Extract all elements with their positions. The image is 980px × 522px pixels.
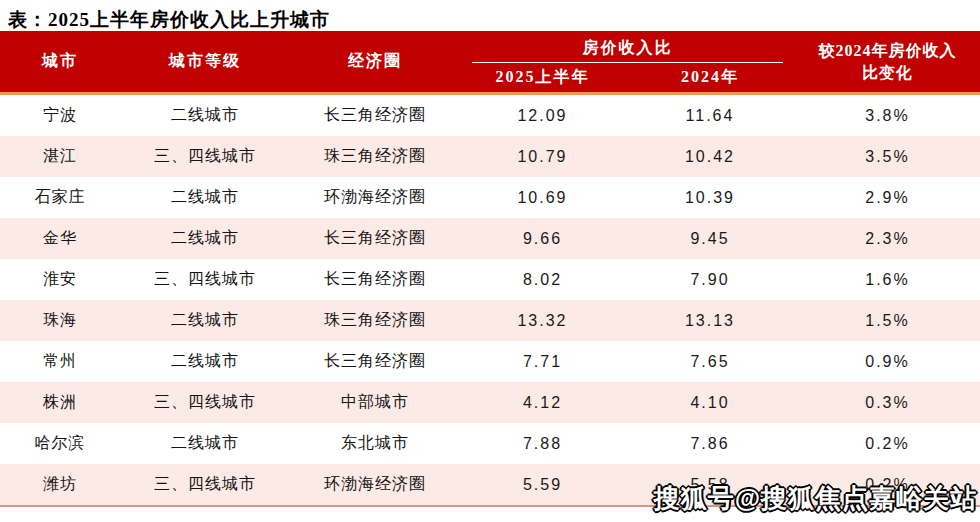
- table-row: 株洲 三、四线城市 中部城市 4.12 4.10 0.3%: [0, 382, 980, 423]
- cell-tier: 三、四线城市: [120, 474, 290, 495]
- cell-city: 珠海: [0, 310, 120, 331]
- cell-ratio-2025h1: 8.02: [460, 271, 625, 289]
- cell-ratio-2024: 13.13: [625, 312, 795, 330]
- cell-city: 金华: [0, 228, 120, 249]
- cell-circle: 珠三角经济圈: [290, 146, 460, 167]
- cell-circle: 珠三角经济圈: [290, 310, 460, 331]
- header-cell-city: 城市: [0, 31, 120, 92]
- cell-ratio-2025h1: 7.88: [460, 435, 625, 453]
- cell-ratio-2025h1: 10.69: [460, 189, 625, 207]
- header-cell-change: 较2024年房价收入 比变化: [795, 31, 980, 92]
- cell-city: 淮安: [0, 269, 120, 290]
- cell-city: 湛江: [0, 146, 120, 167]
- cell-change: 3.8%: [795, 107, 980, 125]
- cell-ratio-2024: 4.10: [625, 394, 795, 412]
- table-row: 哈尔滨 二线城市 东北城市 7.88 7.86 0.2%: [0, 423, 980, 464]
- cell-circle: 东北城市: [290, 433, 460, 454]
- cell-circle: 长三角经济圈: [290, 105, 460, 126]
- table-body: 宁波 二线城市 长三角经济圈 12.09 11.64 3.8% 湛江 三、四线城…: [0, 95, 980, 505]
- cell-change: 2.9%: [795, 189, 980, 207]
- table-row: 常州 二线城市 长三角经济圈 7.71 7.65 0.9%: [0, 341, 980, 382]
- cell-ratio-2024: 7.65: [625, 353, 795, 371]
- cell-change: 0.3%: [795, 394, 980, 412]
- cell-ratio-2025h1: 7.71: [460, 353, 625, 371]
- cell-city: 宁波: [0, 105, 120, 126]
- cell-city: 石家庄: [0, 187, 120, 208]
- header-cell-circle: 经济圈: [290, 31, 460, 92]
- table-row: 宁波 二线城市 长三角经济圈 12.09 11.64 3.8%: [0, 95, 980, 136]
- cell-tier: 二线城市: [120, 105, 290, 126]
- cell-change: 3.5%: [795, 148, 980, 166]
- table-row: 淮安 三、四线城市 长三角经济圈 8.02 7.90 1.6%: [0, 259, 980, 300]
- cell-circle: 环渤海经济圈: [290, 474, 460, 495]
- header-cell-2025h1: 2025上半年: [460, 63, 625, 92]
- cell-ratio-2024: 9.45: [625, 230, 795, 248]
- cell-circle: 长三角经济圈: [290, 228, 460, 249]
- cell-circle: 长三角经济圈: [290, 351, 460, 372]
- cell-tier: 二线城市: [120, 310, 290, 331]
- cell-change: 0.2%: [795, 435, 980, 453]
- table-row: 金华 二线城市 长三角经济圈 9.66 9.45 2.3%: [0, 218, 980, 259]
- cell-ratio-2025h1: 13.32: [460, 312, 625, 330]
- cell-ratio-2024: 7.86: [625, 435, 795, 453]
- page-title: 表：2025上半年房价收入比上升城市: [0, 0, 980, 31]
- cell-ratio-2024: 11.64: [625, 107, 795, 125]
- cell-change: 0.9%: [795, 353, 980, 371]
- cell-tier: 二线城市: [120, 228, 290, 249]
- cell-tier: 二线城市: [120, 433, 290, 454]
- cell-change: 1.5%: [795, 312, 980, 330]
- cell-tier: 二线城市: [120, 187, 290, 208]
- cell-ratio-2025h1: 10.79: [460, 148, 625, 166]
- cell-tier: 二线城市: [120, 351, 290, 372]
- cell-circle: 环渤海经济圈: [290, 187, 460, 208]
- cell-city: 株洲: [0, 392, 120, 413]
- cell-ratio-2024: 7.90: [625, 271, 795, 289]
- cell-circle: 长三角经济圈: [290, 269, 460, 290]
- cell-city: 潍坊: [0, 474, 120, 495]
- cell-change: 1.6%: [795, 271, 980, 289]
- cell-ratio-2025h1: 4.12: [460, 394, 625, 412]
- header-cell-ratio-group: 房价收入比: [472, 31, 783, 63]
- cell-circle: 中部城市: [290, 392, 460, 413]
- cell-ratio-2025h1: 12.09: [460, 107, 625, 125]
- table-row: 石家庄 二线城市 环渤海经济圈 10.69 10.39 2.9%: [0, 177, 980, 218]
- table-row: 湛江 三、四线城市 珠三角经济圈 10.79 10.42 3.5%: [0, 136, 980, 177]
- cell-ratio-2025h1: 5.59: [460, 476, 625, 494]
- table-row: 珠海 二线城市 珠三角经济圈 13.32 13.13 1.5%: [0, 300, 980, 341]
- cell-ratio-2025h1: 9.66: [460, 230, 625, 248]
- cell-ratio-2024: 10.39: [625, 189, 795, 207]
- cell-ratio-2024: 10.42: [625, 148, 795, 166]
- data-table: 城市 城市等级 经济圈 房价收入比 2025上半年 2024年 较2024年房价…: [0, 31, 980, 507]
- cell-tier: 三、四线城市: [120, 146, 290, 167]
- table-header: 城市 城市等级 经济圈 房价收入比 2025上半年 2024年 较2024年房价…: [0, 31, 980, 95]
- cell-city: 哈尔滨: [0, 433, 120, 454]
- cell-tier: 三、四线城市: [120, 392, 290, 413]
- cell-change: 2.3%: [795, 230, 980, 248]
- header-cell-2024: 2024年: [625, 63, 795, 92]
- cell-tier: 三、四线城市: [120, 269, 290, 290]
- header-cell-tier: 城市等级: [120, 31, 290, 92]
- watermark: 搜狐号@搜狐焦点嘉峪关站: [654, 481, 977, 516]
- cell-city: 常州: [0, 351, 120, 372]
